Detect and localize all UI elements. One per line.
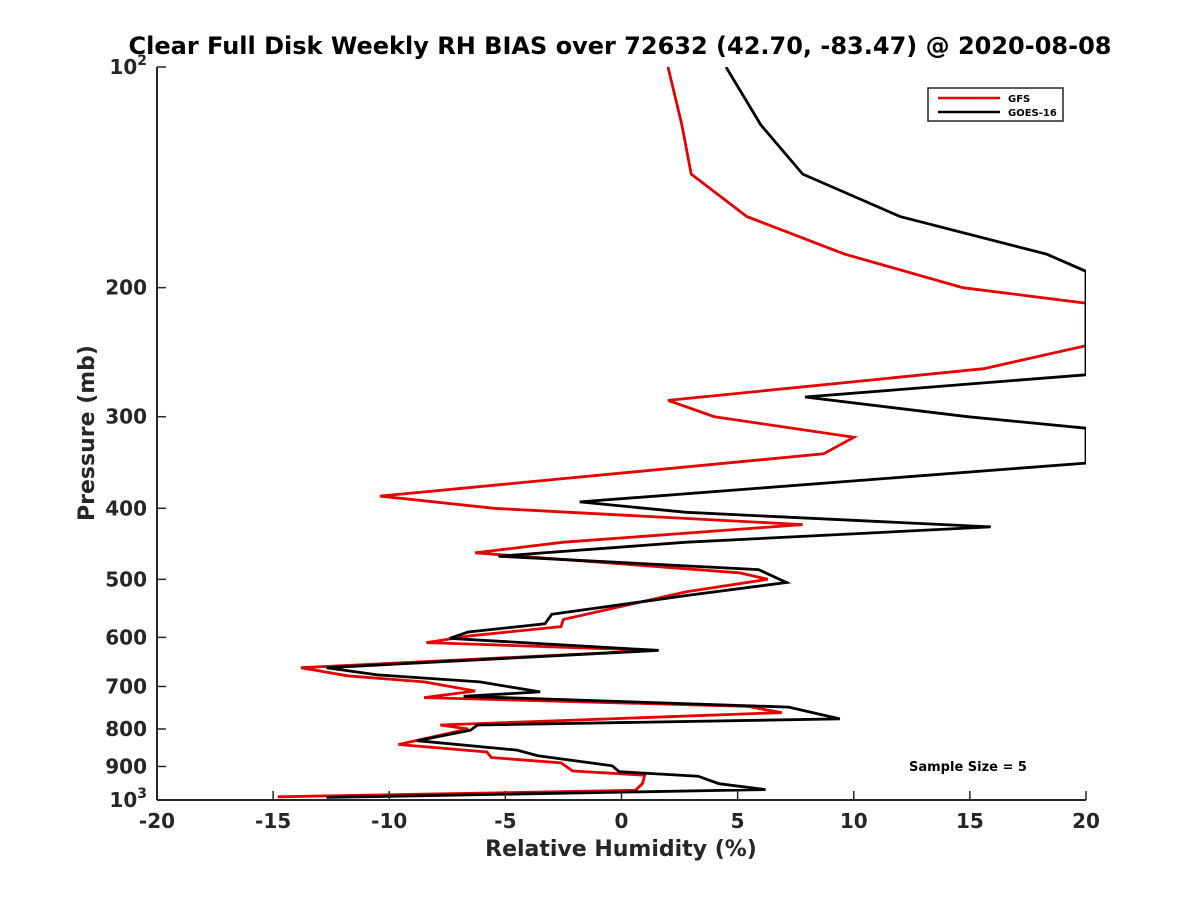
legend-entries: GFS GOES-16: [938, 94, 1057, 119]
y-tick-label-base: 500: [105, 567, 147, 591]
legend: GFS GOES-16: [927, 87, 1064, 122]
y-tick-label-base: 200: [105, 276, 147, 300]
y-tick-label: 103: [109, 786, 147, 812]
y-tick-label-base: 800: [105, 717, 147, 741]
x-tick-label: -5: [494, 809, 516, 833]
x-axis-label: Relative Humidity (%): [485, 837, 757, 862]
y-tick-label-base: 10: [109, 788, 137, 812]
series-line-gfs: [277, 67, 1086, 799]
chart-title: Clear Full Disk Weekly RH BIAS over 7263…: [129, 32, 1112, 60]
x-tick-label: 10: [840, 809, 868, 833]
legend-label: GOES-16: [1008, 108, 1057, 119]
y-tick-label: 900: [105, 754, 147, 778]
y-tick-label-exponent: 3: [137, 786, 147, 802]
legend-box: [927, 87, 1064, 122]
y-tick-label-base: 600: [105, 625, 147, 649]
y-tick-label-base: 900: [105, 754, 147, 778]
x-tick-label: -15: [255, 809, 291, 833]
series-line-goes-16: [326, 67, 1086, 799]
y-tick-label-exponent: 2: [137, 53, 147, 69]
y-tick-label: 700: [105, 674, 147, 698]
x-tick-label: 0: [615, 809, 629, 833]
y-tick-label: 500: [105, 567, 147, 591]
y-tick-label-base: 300: [105, 405, 147, 429]
x-tick-label: 5: [731, 809, 745, 833]
x-tick-label: -10: [371, 809, 407, 833]
y-tick-label: 200: [105, 276, 147, 300]
sample-size-annotation: Sample Size = 5: [909, 760, 1027, 775]
y-tick-label: 300: [105, 405, 147, 429]
series-layer: [277, 67, 1086, 799]
plot-area: -20 -15 -10 -5 0 5 10 15 20 10220030040050060070…: [105, 53, 1100, 833]
x-tick-label: 15: [956, 809, 984, 833]
y-tick-label: 800: [105, 717, 147, 741]
x-tick-label: -20: [139, 809, 175, 833]
y-tick-label: 400: [105, 496, 147, 520]
x-tick-label: 20: [1072, 809, 1100, 833]
y-tick-label-base: 700: [105, 674, 147, 698]
y-tick-label-base: 10: [109, 55, 137, 79]
y-axis-label: Pressure (mb): [75, 345, 100, 521]
plot-background: [157, 67, 1086, 800]
y-tick-label: 600: [105, 625, 147, 649]
y-tick-label-base: 400: [105, 496, 147, 520]
x-axis-ticks: -20 -15 -10 -5 0 5 10 15 20: [139, 791, 1100, 833]
y-tick-label: 102: [109, 53, 147, 79]
legend-label: GFS: [1008, 94, 1030, 105]
